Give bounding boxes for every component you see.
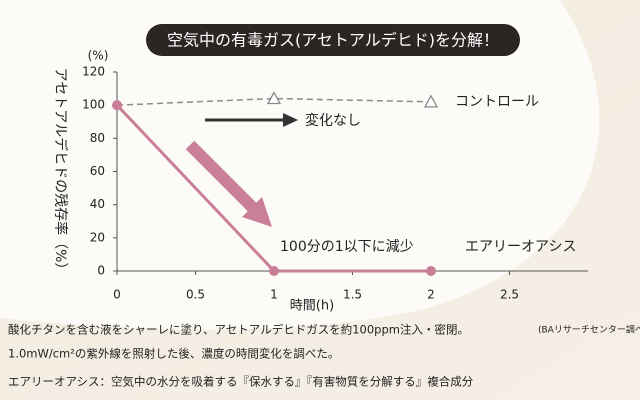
x-tick-label: 1 bbox=[270, 288, 278, 302]
y-tick-label: 20 bbox=[90, 230, 105, 244]
arrow bbox=[185, 140, 262, 217]
y-unit: (%) bbox=[88, 49, 109, 63]
x-tick-label: 1.5 bbox=[343, 288, 362, 302]
background-shape bbox=[0, 0, 599, 330]
chart-title: 空気中の有毒ガス(アセトアルデヒド)を分解！ bbox=[167, 31, 499, 50]
marker bbox=[266, 91, 282, 105]
note: エアリーオアシス：空気中の水分を吸着する『保水する』『有害物質を分解する』複合成… bbox=[8, 375, 474, 389]
series-label: エアリーオアシス bbox=[465, 239, 576, 255]
y-tick-label: 60 bbox=[90, 164, 105, 178]
note: 1.0mW/cm²の紫外線を照射した後、濃度の時間変化を調べた。 bbox=[8, 347, 339, 361]
y-axis-label: アセトアルデヒドの残存率（%） bbox=[52, 68, 69, 277]
annotation: 100分の1以下に減少 bbox=[280, 238, 414, 255]
x-tick-label: 2 bbox=[427, 288, 435, 302]
y-tick-label: 80 bbox=[90, 131, 105, 145]
arrow-head bbox=[283, 113, 298, 127]
marker bbox=[269, 266, 279, 276]
x-axis-label: 時間(h) bbox=[290, 299, 334, 314]
title-bar bbox=[146, 24, 520, 56]
marker bbox=[112, 100, 122, 111]
x-tick-label: 0 bbox=[113, 288, 121, 302]
y-tick-label: 100 bbox=[82, 98, 105, 112]
x-tick-label: 0.5 bbox=[186, 288, 205, 302]
arrow-head bbox=[242, 197, 272, 227]
marker bbox=[423, 94, 439, 108]
y-tick-label: 0 bbox=[97, 264, 105, 278]
series-label: コントロール bbox=[455, 94, 539, 110]
y-tick-label: 40 bbox=[90, 197, 105, 211]
series-line bbox=[116, 97, 432, 106]
note: 酸化チタンを含む液をシャーレに塗り、アセトアルデヒドガスを約100ppm注入・密… bbox=[8, 323, 469, 337]
annotation: 変化なし bbox=[305, 112, 361, 129]
marker bbox=[426, 266, 436, 276]
x-tick-label: 2.5 bbox=[500, 288, 519, 302]
note: (BAリサーチセンター調べ) bbox=[538, 324, 640, 336]
y-tick-label: 120 bbox=[82, 65, 105, 79]
